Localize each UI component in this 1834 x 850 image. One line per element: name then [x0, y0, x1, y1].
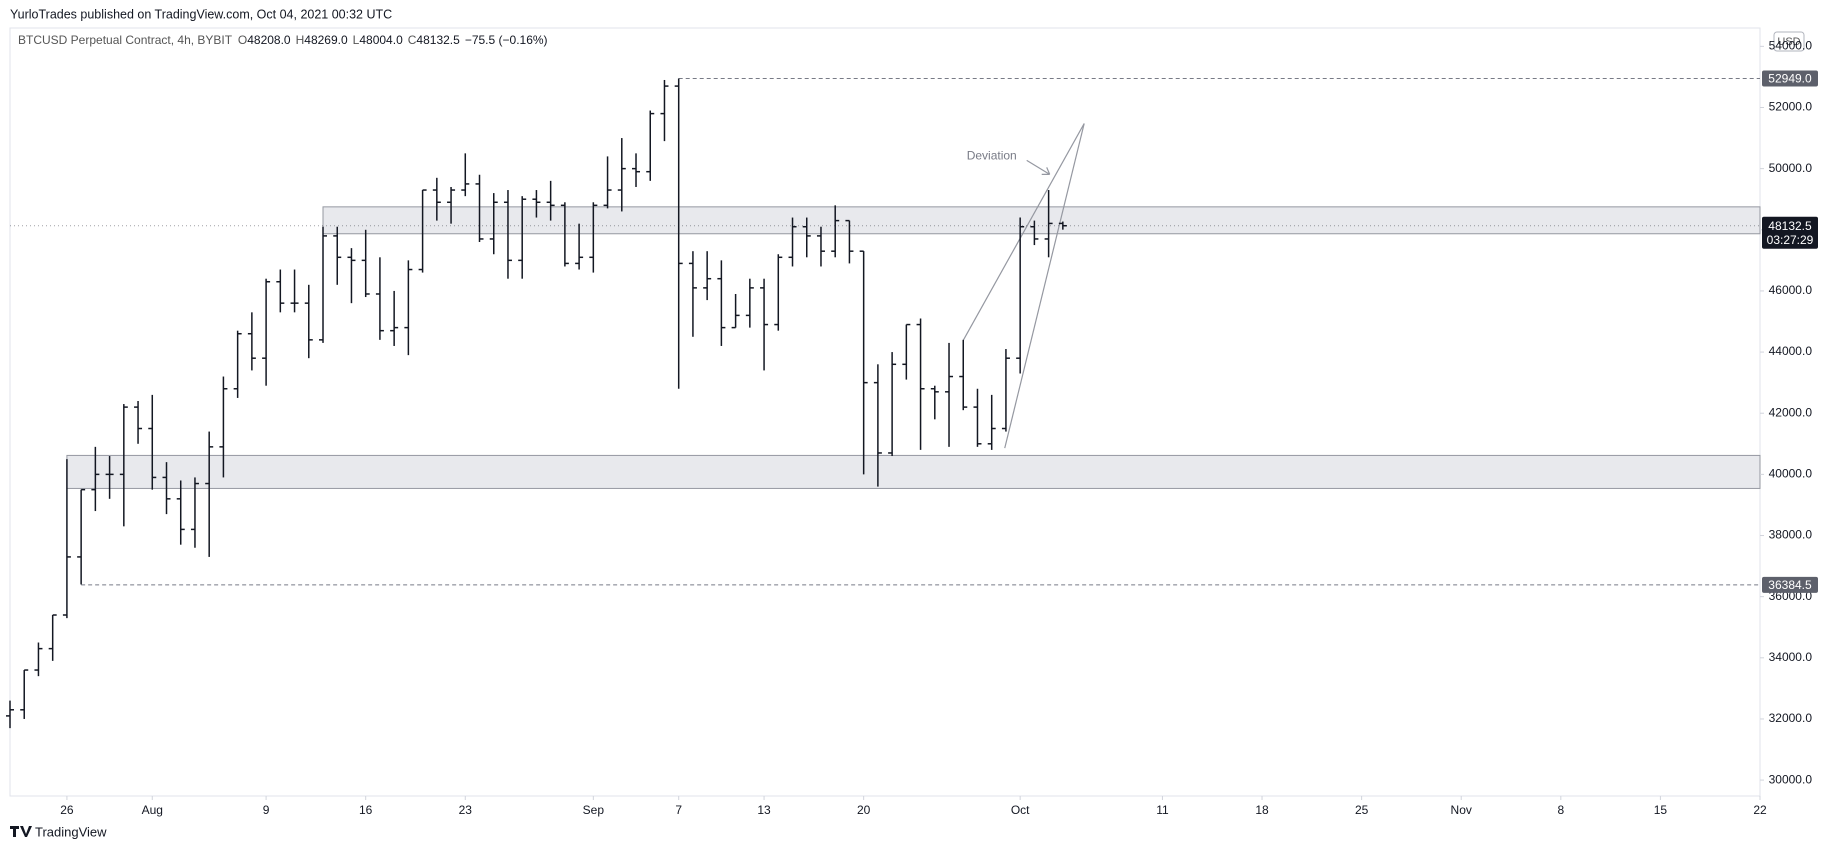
x-tick-label: 13 — [757, 803, 771, 817]
currency-label[interactable]: USD — [1777, 36, 1800, 48]
trendline — [1004, 123, 1085, 449]
y-tick-label: 54000.0 — [1769, 39, 1813, 53]
ohlc-value: 48132.5 — [416, 33, 460, 47]
x-tick-label: Nov — [1451, 803, 1472, 817]
x-tick-label: 26 — [60, 803, 74, 817]
x-tick-label: 22 — [1753, 803, 1767, 817]
symbol-legend: BTCUSD Perpetual Contract, 4h, BYBIT O482… — [18, 33, 548, 47]
level-label: 52949.0 — [1768, 72, 1812, 86]
current-badge — [1762, 216, 1818, 249]
ohlc-label: L — [353, 33, 360, 47]
ohlc-value: 48004.0 — [359, 33, 403, 47]
x-tick-label: Sep — [583, 803, 605, 817]
x-tick-label: 15 — [1654, 803, 1668, 817]
zone — [322, 206, 1761, 235]
annotation: Deviation — [967, 149, 1017, 163]
brand-name: TradingView — [35, 824, 107, 839]
brand-logo — [10, 826, 32, 837]
x-tick-label: 7 — [675, 803, 682, 817]
ohlc-label: H — [296, 33, 305, 47]
ohlc-label: C — [408, 33, 417, 47]
countdown-label: 03:27:29 — [1767, 233, 1814, 247]
y-tick-label: 44000.0 — [1769, 344, 1813, 358]
x-tick-label: 25 — [1355, 803, 1369, 817]
pane-border — [9, 27, 1761, 797]
x-tick-label: 11 — [1156, 803, 1169, 817]
y-tick-label: 34000.0 — [1769, 650, 1813, 664]
trendline — [962, 123, 1085, 341]
y-tick-label: 52000.0 — [1769, 100, 1813, 114]
x-tick-label: Aug — [142, 803, 163, 817]
y-tick-label: 32000.0 — [1769, 711, 1813, 725]
current-price-label: 48132.5 — [1768, 219, 1812, 233]
y-tick-label: 38000.0 — [1769, 528, 1813, 542]
level-label: 36384.5 — [1768, 578, 1812, 592]
annotation-arrow — [1026, 159, 1051, 176]
x-tick-label: 16 — [359, 803, 373, 817]
y-tick-label: 42000.0 — [1769, 405, 1813, 419]
x-tick-label: 23 — [459, 803, 473, 817]
x-tick-label: Oct — [1011, 803, 1030, 817]
x-tick-label: 18 — [1255, 803, 1269, 817]
currency-button-box[interactable] — [1773, 31, 1805, 52]
x-tick-label: 8 — [1557, 803, 1564, 817]
y-tick-label: 30000.0 — [1769, 772, 1813, 786]
symbol-name: BTCUSD Perpetual Contract, 4h, BYBIT — [18, 33, 233, 47]
level-badge — [1762, 70, 1818, 87]
ohlc-value: 48208.0 — [247, 33, 291, 47]
ohlc-value: 48269.0 — [304, 33, 348, 47]
x-tick-label: 9 — [263, 803, 270, 817]
change-value: −75.5 (−0.16%) — [465, 33, 548, 47]
currency-button[interactable]: USD — [1773, 31, 1805, 52]
y-tick-label: 46000.0 — [1769, 283, 1813, 297]
publish-header: YurloTrades published on TradingView.com… — [10, 7, 392, 21]
zone — [66, 454, 1761, 489]
level-badge — [1762, 576, 1818, 593]
x-tick-label: 20 — [857, 803, 871, 817]
y-tick-label: 50000.0 — [1769, 161, 1813, 175]
y-tick-label: 40000.0 — [1769, 467, 1813, 481]
ohlc-label: O — [238, 33, 247, 47]
